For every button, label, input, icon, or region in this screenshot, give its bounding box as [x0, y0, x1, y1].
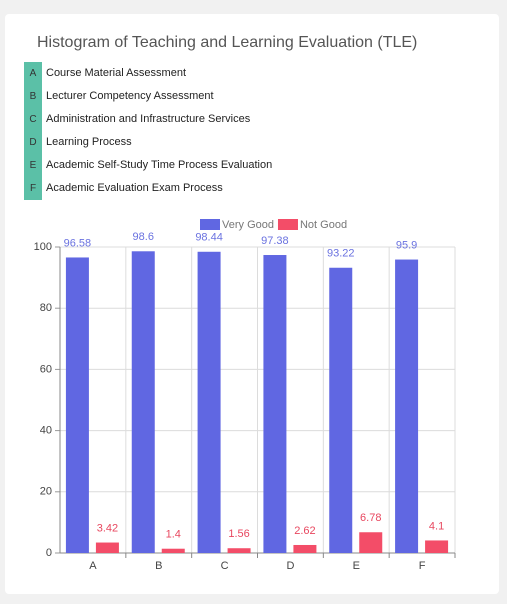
- x-tick-label: E: [353, 560, 360, 572]
- bar: [227, 548, 251, 553]
- bar: [263, 255, 287, 553]
- bar: [329, 267, 353, 553]
- data-label: 97.38: [261, 235, 289, 247]
- legend-swatch: [200, 219, 220, 230]
- item-label: Lecturer Competency Assessment: [46, 90, 214, 102]
- bar: [65, 257, 89, 553]
- x-tick-label: D: [286, 560, 294, 572]
- item-key: F: [24, 177, 42, 200]
- y-tick-label: 20: [40, 486, 52, 498]
- item-key: C: [24, 108, 42, 131]
- item-label: Course Material Assessment: [46, 67, 186, 79]
- data-label: 95.9: [396, 239, 417, 251]
- x-tick-label: B: [155, 560, 162, 572]
- y-tick-label: 80: [40, 302, 52, 314]
- legend-label: Very Good: [222, 219, 274, 231]
- item-label: Academic Self-Study Time Process Evaluat…: [46, 159, 273, 171]
- bar: [95, 542, 119, 553]
- bar: [425, 540, 449, 553]
- data-label: 98.44: [195, 232, 223, 244]
- data-label: 4.1: [429, 520, 444, 532]
- y-tick-label: 60: [40, 363, 52, 375]
- title: Histogram of Teaching and Learning Evalu…: [37, 34, 418, 51]
- data-label: 2.62: [294, 525, 315, 537]
- item-key: E: [24, 154, 42, 177]
- item-key: D: [24, 131, 42, 154]
- bar: [161, 548, 185, 553]
- item-key: A: [24, 62, 42, 85]
- data-label: 6.78: [360, 512, 381, 524]
- x-tick-label: A: [89, 560, 97, 572]
- data-label: 1.4: [166, 529, 181, 541]
- item-label: Academic Evaluation Exam Process: [46, 182, 223, 194]
- bar: [293, 544, 317, 553]
- y-tick-label: 0: [46, 547, 52, 559]
- data-label: 3.42: [97, 522, 118, 534]
- y-tick-label: 100: [34, 241, 52, 253]
- x-tick-label: C: [221, 560, 229, 572]
- data-label: 96.58: [64, 237, 92, 249]
- legend-swatch: [277, 219, 298, 230]
- item-label: Learning Process: [46, 136, 132, 148]
- legend-label: Not Good: [300, 219, 347, 231]
- item-key: B: [24, 85, 42, 108]
- data-label: 93.22: [327, 248, 355, 260]
- bar: [359, 532, 383, 553]
- bar: [197, 251, 221, 553]
- data-label: 1.56: [228, 528, 249, 540]
- x-tick-label: F: [419, 560, 426, 572]
- item-label: Administration and Infrastructure Servic…: [46, 113, 251, 125]
- data-label: 98.6: [133, 231, 154, 243]
- y-tick-label: 40: [40, 425, 52, 437]
- bar: [395, 259, 419, 553]
- bar: [131, 251, 155, 553]
